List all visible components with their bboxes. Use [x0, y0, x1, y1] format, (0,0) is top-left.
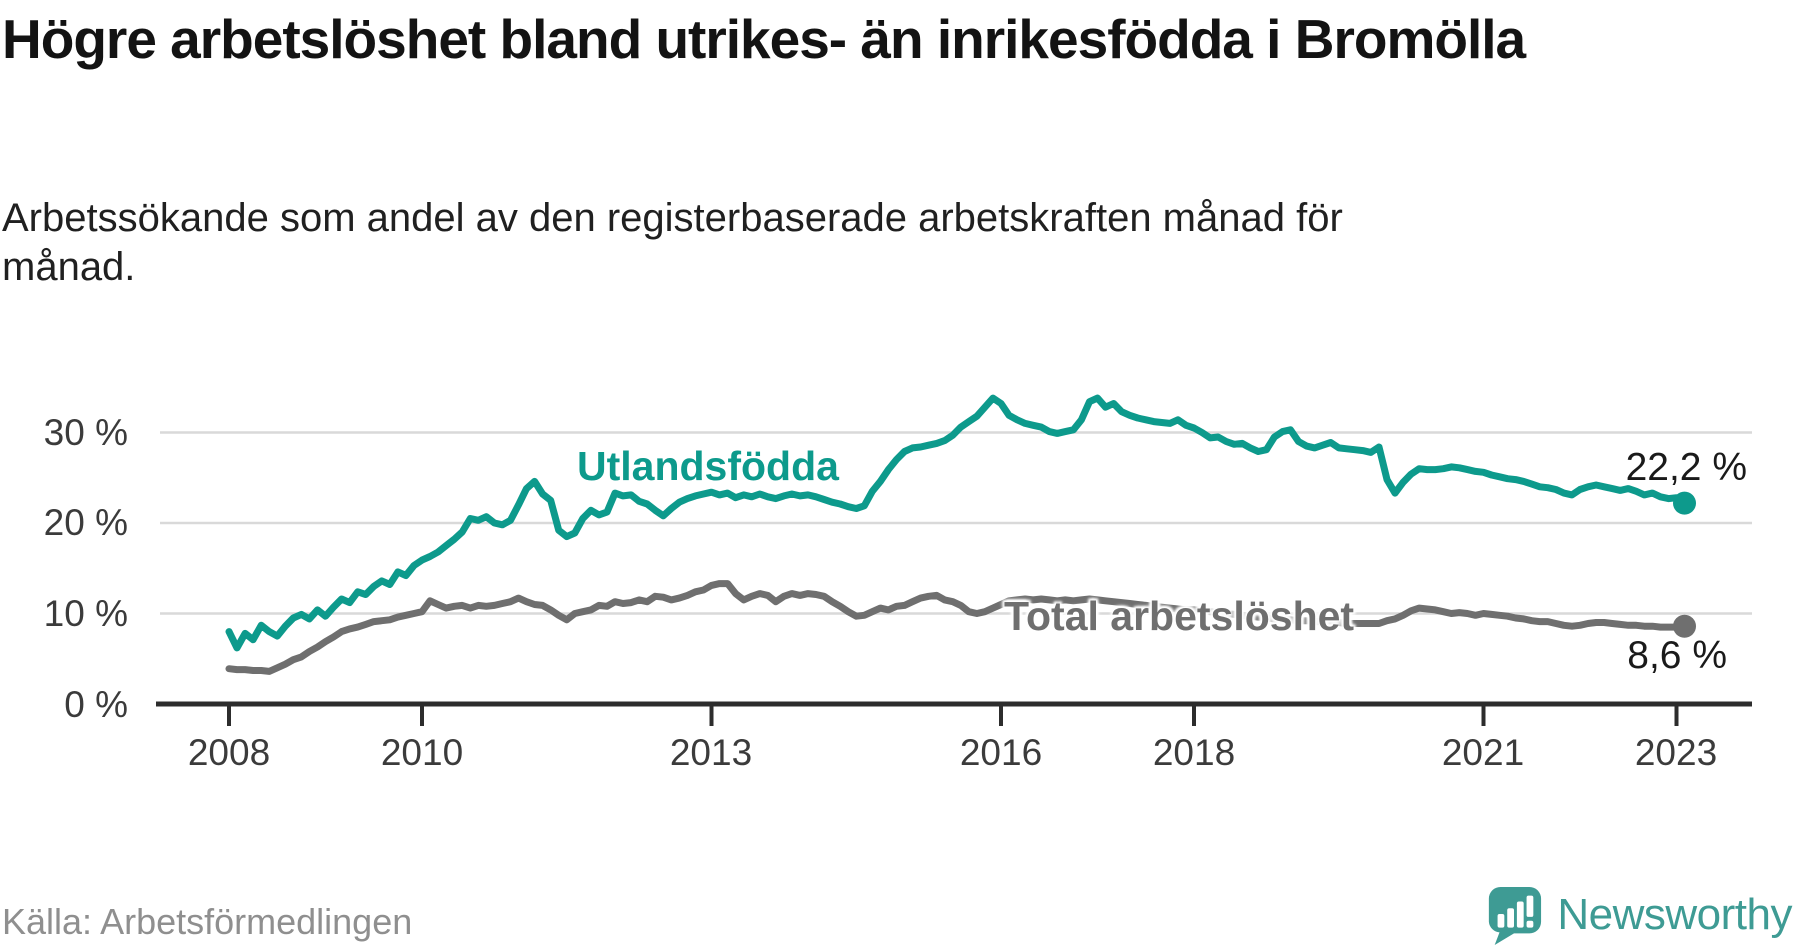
newsworthy-logo-icon: [1489, 886, 1542, 945]
source-note: Källa: Arbetsförmedlingen: [2, 901, 413, 942]
x-axis-label-2023: 2023: [1634, 732, 1718, 773]
x-axis-label-2018: 2018: [1152, 732, 1236, 773]
x-axis-label-2016: 2016: [959, 732, 1043, 773]
y-axis-label-10: 10 %: [43, 593, 128, 634]
x-axis-label-2021: 2021: [1441, 732, 1525, 773]
y-axis-label-0: 0 %: [64, 684, 128, 725]
y-axis-label-20: 20 %: [43, 502, 128, 543]
end-value-utlandsfodda: 22,2 %: [1625, 446, 1747, 489]
x-axis-label-2013: 2013: [669, 732, 753, 773]
y-axis-label-30: 30 %: [43, 412, 128, 453]
newsworthy-logo: Newsworthy: [1485, 884, 1792, 946]
newsworthy-wordmark: Newsworthy: [1557, 890, 1792, 939]
x-axis-label-2008: 2008: [187, 732, 271, 773]
series-label-total: Total arbetslöshet: [1004, 593, 1355, 639]
speech-bubble-shape: [1489, 886, 1542, 945]
bar-chart-icon: [1497, 895, 1534, 928]
page-title: Högre arbetslöshet bland utrikes- än inr…: [2, 8, 1526, 70]
chart-subtitle: Arbetssökande som andel av den registerb…: [2, 196, 1343, 289]
end-value-total: 8,6 %: [1627, 634, 1727, 677]
series-label-utlandsfodda: Utlandsfödda: [577, 443, 839, 489]
x-axis-label-2010: 2010: [380, 732, 464, 773]
